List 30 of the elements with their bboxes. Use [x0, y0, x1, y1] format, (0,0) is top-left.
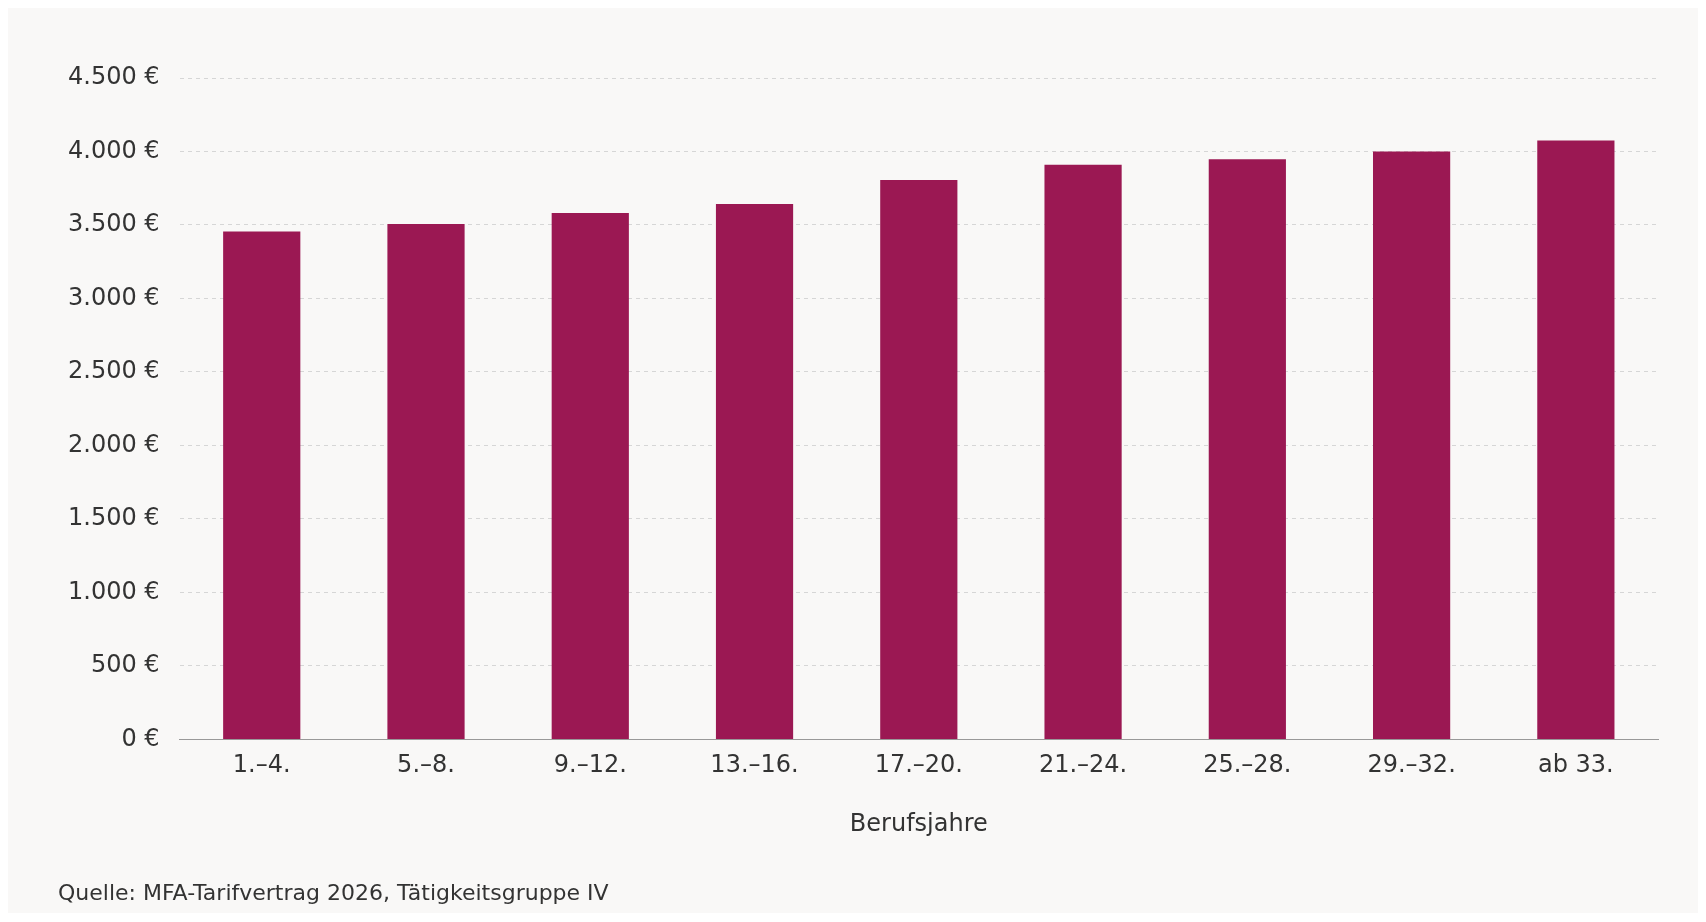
x-tick-label: 29.–32. [1367, 750, 1456, 779]
bar [880, 180, 958, 739]
bar [1537, 140, 1615, 739]
x-tick-label: 25.–28. [1203, 750, 1292, 779]
y-tick-label: 4.500 € [68, 62, 160, 91]
x-axis-title: Berufsjahre [849, 808, 988, 837]
y-tick-label: 2.500 € [68, 356, 160, 385]
y-tick-label: 1.000 € [68, 576, 160, 605]
y-tick-label: 3.500 € [68, 209, 160, 238]
x-tick-label: 1.–4. [232, 750, 291, 779]
bar [1044, 164, 1122, 739]
bar [551, 212, 629, 739]
x-tick-label: 21.–24. [1038, 750, 1128, 779]
x-tick-label: 5.–8. [397, 750, 455, 779]
y-tick-label: 4.000 € [68, 135, 160, 164]
y-tick-label: 1.500 € [68, 503, 160, 532]
bar [715, 204, 794, 739]
bar [1208, 159, 1286, 739]
bar [223, 231, 301, 739]
x-tick-label: 17.–20. [874, 750, 963, 779]
y-tick-label: 500 € [90, 650, 160, 679]
y-tick-label: 2.000 € [68, 429, 160, 458]
x-tick-label: 13.–16. [710, 750, 799, 779]
bar [1373, 151, 1451, 739]
source-note: Quelle: MFA-Tarifvertrag 2026, Tätigkeitsgruppe IV [58, 879, 609, 905]
x-tick-label: 9.–12. [553, 750, 627, 779]
bar [387, 223, 465, 739]
y-tick-label: 3.000 € [68, 282, 160, 311]
y-tick-label: 0 € [121, 723, 160, 752]
x-tick-label: ab 33. [1537, 750, 1614, 779]
